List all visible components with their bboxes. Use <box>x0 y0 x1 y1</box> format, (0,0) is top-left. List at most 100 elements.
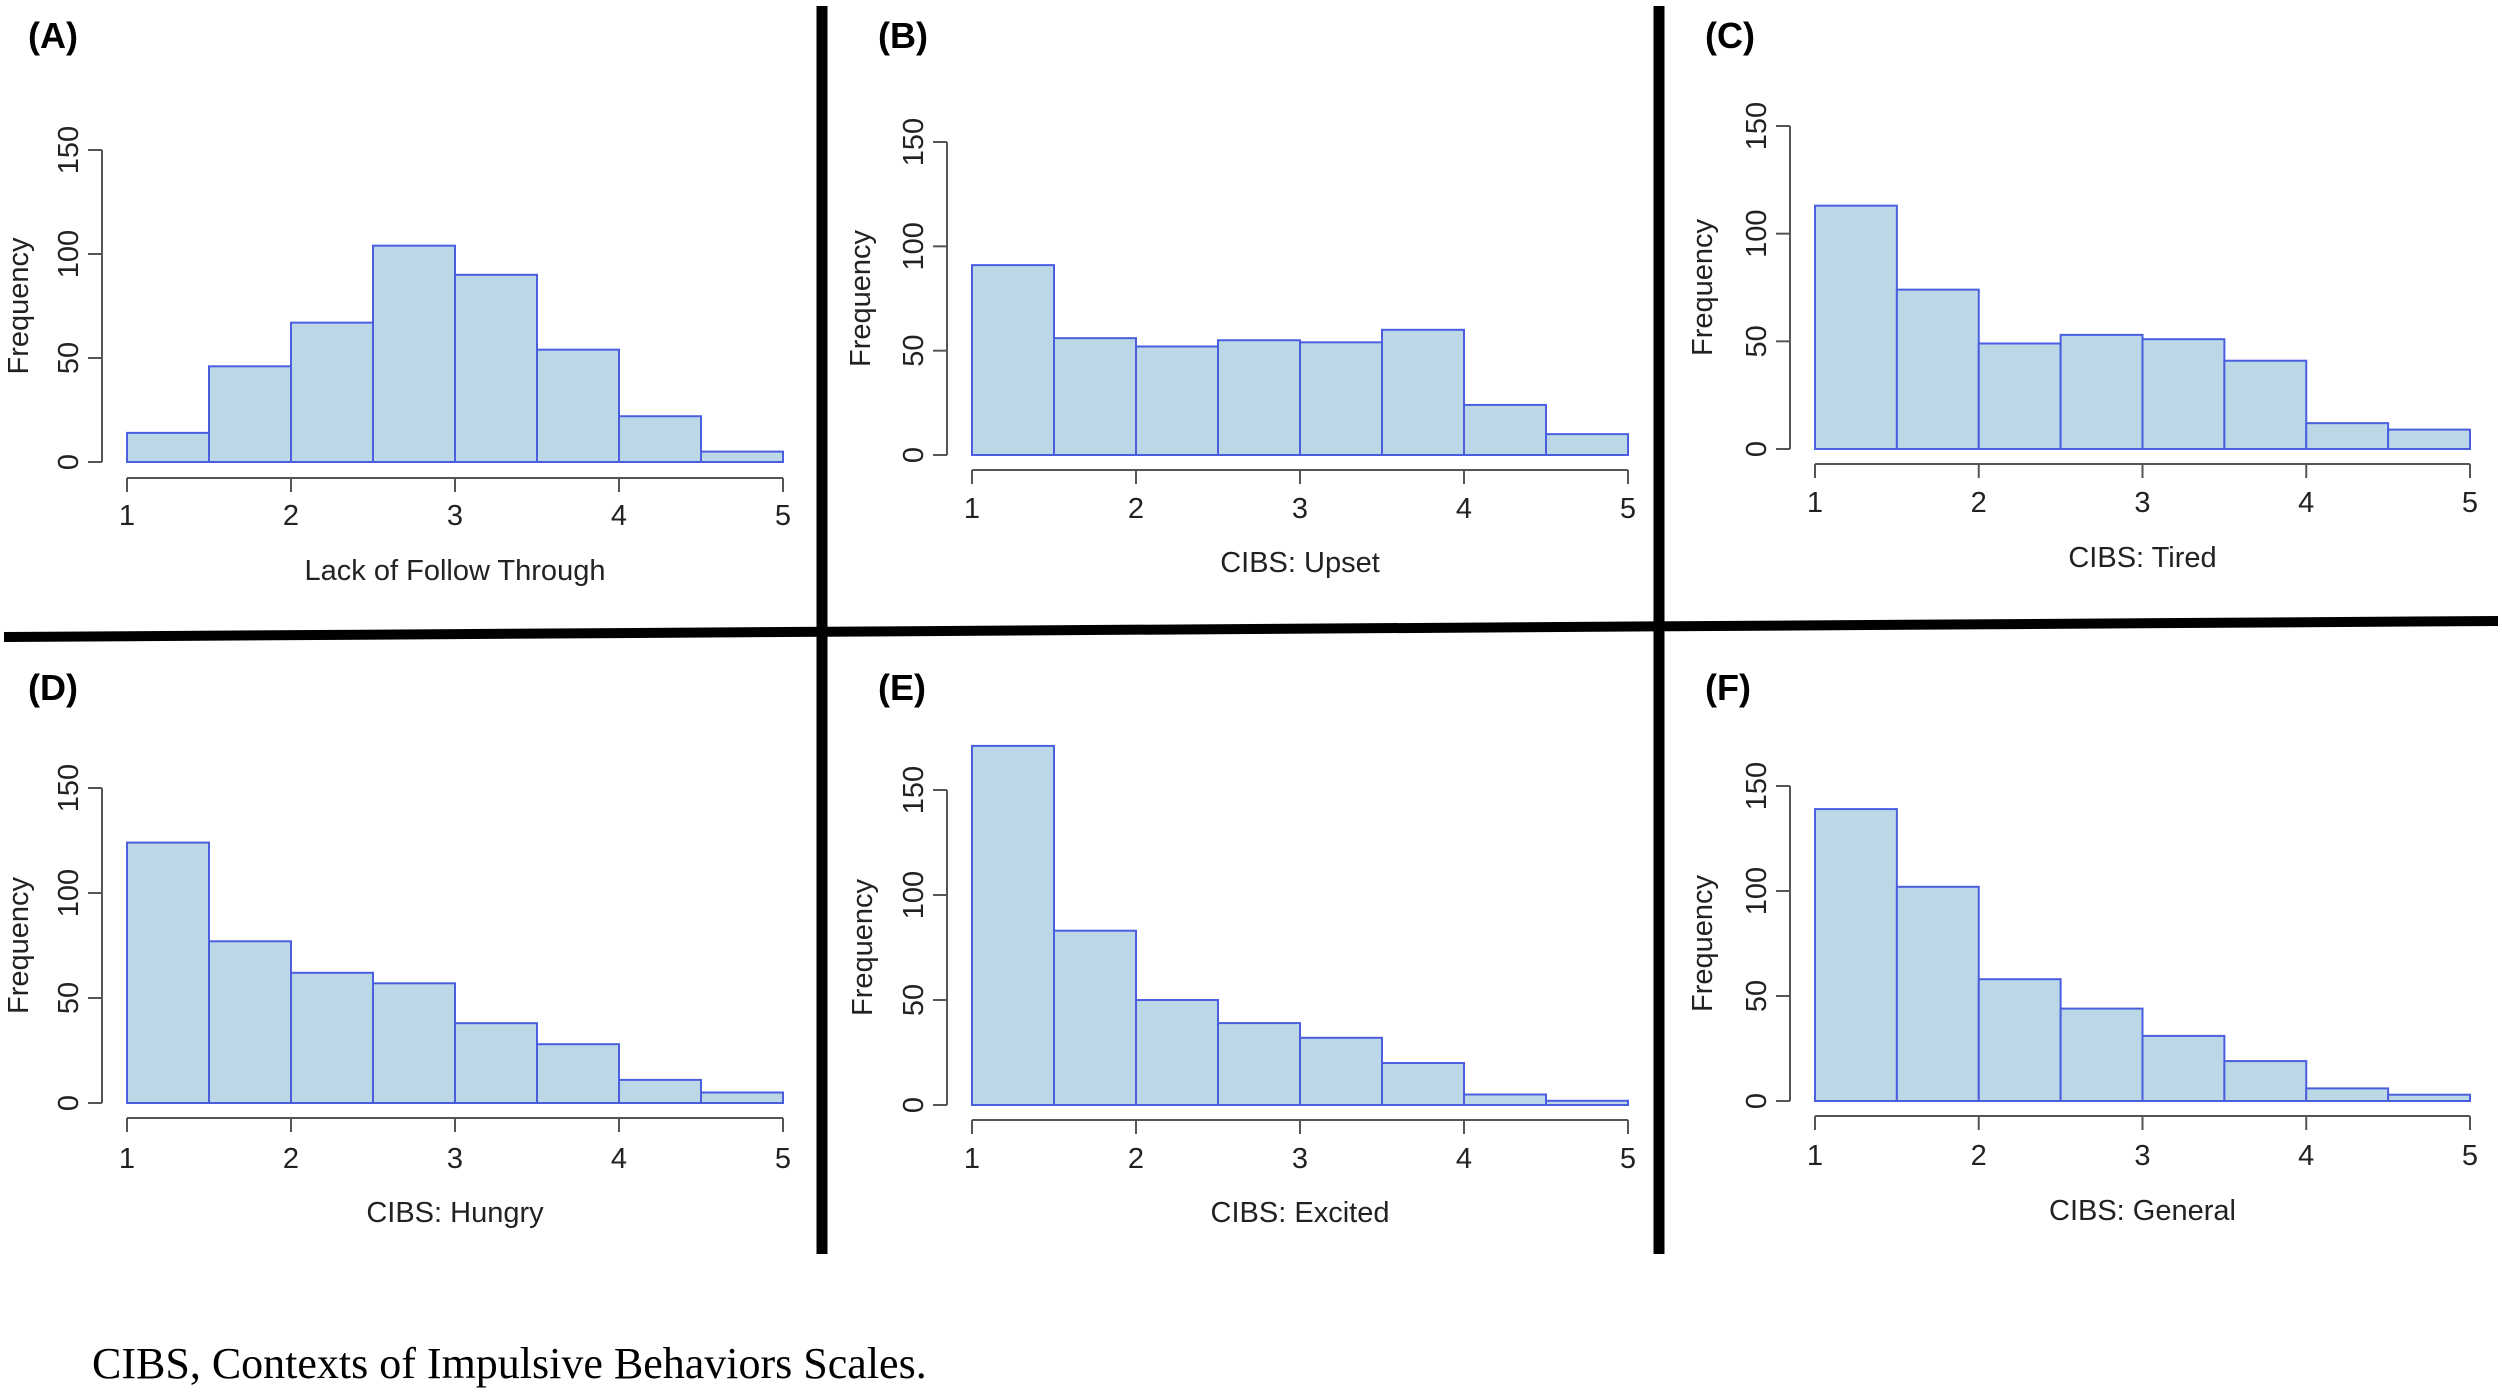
y-axis-title: Frequency <box>845 229 877 367</box>
histogram-bar <box>454 273 538 463</box>
y-tick-label: 150 <box>1741 102 1773 150</box>
histogram-bar <box>971 744 1055 1107</box>
panel-label: (A) <box>28 15 78 56</box>
x-tick-label: 1 <box>1807 1140 1823 1172</box>
y-tick-label: 50 <box>898 984 930 1016</box>
histogram-bar <box>1135 999 1219 1106</box>
panel-label: (C) <box>1705 15 1755 56</box>
x-tick-label: 5 <box>1620 493 1636 525</box>
y-tick-label: 0 <box>898 447 930 463</box>
histogram-bar <box>290 971 374 1104</box>
histogram-bar <box>1545 1099 1629 1107</box>
y-tick-label: 50 <box>53 342 85 374</box>
y-axis-title: Frequency <box>3 876 35 1014</box>
x-tick-label: 2 <box>283 500 299 532</box>
x-tick-label: 5 <box>775 500 791 532</box>
x-tick-label: 2 <box>1971 487 1987 519</box>
y-tick-label: 100 <box>1741 209 1773 257</box>
y-tick-label: 0 <box>1741 441 1773 457</box>
histogram-bar <box>1895 885 1980 1102</box>
panel-label: (D) <box>28 667 78 708</box>
x-tick-label: 5 <box>2462 487 2478 519</box>
histogram-bar <box>290 321 374 464</box>
y-tick-label: 50 <box>898 335 930 367</box>
histogram-bar <box>1217 339 1301 457</box>
x-tick-label: 4 <box>1456 493 1472 525</box>
histogram-bar <box>208 940 292 1104</box>
panel-label: (B) <box>878 15 928 56</box>
x-tick-label: 3 <box>1292 1143 1308 1175</box>
y-tick-label: 0 <box>1741 1093 1773 1109</box>
histogram-bar <box>2223 359 2308 451</box>
panel-label: (F) <box>1705 667 1751 708</box>
x-tick-label: 5 <box>775 1143 791 1175</box>
histogram-bar <box>1381 328 1465 456</box>
histogram-bar <box>2305 422 2390 451</box>
x-tick-label: 2 <box>1128 493 1144 525</box>
y-tick-label: 150 <box>1741 762 1773 810</box>
x-tick-label: 3 <box>2134 487 2150 519</box>
x-tick-label: 4 <box>2298 487 2314 519</box>
y-tick-label: 50 <box>53 982 85 1014</box>
x-axis-title: CIBS: Upset <box>1220 547 1380 579</box>
x-tick-label: 1 <box>119 500 135 532</box>
y-tick-label: 150 <box>898 766 930 814</box>
x-tick-label: 3 <box>447 500 463 532</box>
histogram-bar <box>1814 808 1898 1102</box>
histogram-bar <box>618 1078 702 1105</box>
histogram-bar <box>2141 338 2226 450</box>
x-axis-title: Lack of Follow Through <box>305 555 606 587</box>
histogram-bar <box>1053 929 1137 1107</box>
histogram-bar <box>2059 1007 2144 1102</box>
histogram-bar <box>536 348 620 463</box>
histogram-bar <box>1135 345 1219 457</box>
histogram-bar <box>1977 342 2062 450</box>
histogram-bar <box>1217 1022 1301 1106</box>
y-tick-label: 0 <box>898 1097 930 1113</box>
histogram-bar <box>700 450 784 464</box>
y-tick-label: 150 <box>53 764 85 812</box>
y-axis-title: Frequency <box>847 878 879 1016</box>
y-tick-label: 100 <box>898 871 930 919</box>
histogram-bar <box>454 1022 538 1105</box>
x-tick-label: 1 <box>964 1143 980 1175</box>
histogram-bar <box>1545 433 1629 456</box>
y-axis-title: Frequency <box>3 237 35 375</box>
x-axis-title: CIBS: General <box>2049 1195 2236 1227</box>
x-axis-title: CIBS: Hungry <box>366 1197 544 1229</box>
y-tick-label: 100 <box>898 222 930 270</box>
x-tick-label: 1 <box>119 1143 135 1175</box>
x-tick-label: 2 <box>1128 1143 1144 1175</box>
histogram-bar <box>1053 337 1137 456</box>
x-tick-label: 2 <box>1971 1140 1987 1172</box>
divider-horizontal <box>3 616 2499 642</box>
histogram-bar <box>2059 333 2144 450</box>
y-tick-label: 50 <box>1741 325 1773 357</box>
histogram-bar <box>1895 288 1980 450</box>
histogram-bar <box>536 1043 620 1104</box>
histogram-bar <box>618 415 702 463</box>
y-tick-label: 0 <box>53 1095 85 1111</box>
histogram-bar <box>126 841 210 1104</box>
x-axis-title: CIBS: Tired <box>2068 542 2216 574</box>
x-tick-label: 4 <box>611 1143 627 1175</box>
histogram-bar <box>1814 204 1898 450</box>
histogram-bar <box>126 431 210 464</box>
figure-caption: CIBS, Contexts of Impulsive Behaviors Sc… <box>92 1339 927 1388</box>
x-tick-label: 1 <box>1807 487 1823 519</box>
histogram-bar <box>2387 428 2471 450</box>
histogram-bar <box>2223 1060 2308 1102</box>
x-tick-label: 3 <box>447 1143 463 1175</box>
x-tick-label: 5 <box>1620 1143 1636 1175</box>
y-tick-label: 150 <box>53 126 85 174</box>
x-tick-label: 2 <box>283 1143 299 1175</box>
histogram-bar <box>971 264 1055 457</box>
histogram-bar <box>700 1091 784 1104</box>
histogram-bar <box>2141 1034 2226 1103</box>
